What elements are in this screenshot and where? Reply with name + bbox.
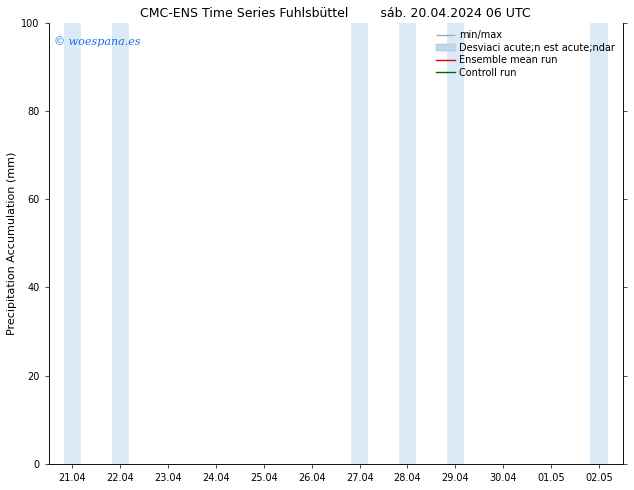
Bar bbox=[447, 23, 464, 464]
Bar bbox=[399, 23, 416, 464]
Text: © woespana.es: © woespana.es bbox=[55, 36, 141, 47]
Bar bbox=[351, 23, 368, 464]
Legend: min/max, Desviaci acute;n est acute;ndar, Ensemble mean run, Controll run: min/max, Desviaci acute;n est acute;ndar… bbox=[433, 27, 618, 80]
Bar bbox=[64, 23, 81, 464]
Bar bbox=[590, 23, 607, 464]
Title: CMC-ENS Time Series Fuhlsbüttel        sáb. 20.04.2024 06 UTC: CMC-ENS Time Series Fuhlsbüttel sáb. 20.… bbox=[140, 7, 531, 20]
Bar bbox=[112, 23, 129, 464]
Y-axis label: Precipitation Accumulation (mm): Precipitation Accumulation (mm) bbox=[7, 151, 17, 335]
